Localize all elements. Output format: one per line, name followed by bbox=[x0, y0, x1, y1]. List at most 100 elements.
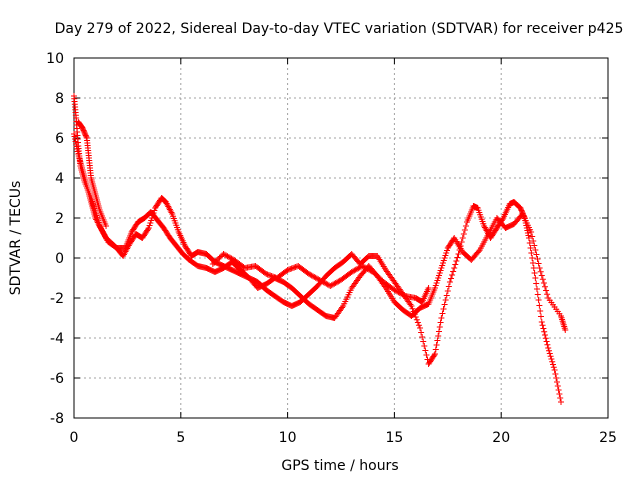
data-point bbox=[543, 338, 550, 345]
grid-lines bbox=[74, 58, 608, 418]
series-track-a bbox=[71, 93, 565, 405]
data-point bbox=[144, 226, 151, 233]
data-point bbox=[542, 335, 549, 342]
data-point bbox=[446, 279, 453, 285]
data-point bbox=[435, 333, 442, 339]
data-point bbox=[431, 351, 438, 357]
data-point bbox=[543, 287, 550, 294]
data-point bbox=[444, 288, 451, 294]
data-point bbox=[525, 235, 532, 241]
data-point bbox=[556, 391, 563, 397]
data-point bbox=[548, 356, 555, 362]
data-point bbox=[439, 310, 446, 317]
data-point bbox=[475, 248, 482, 255]
data-point bbox=[540, 325, 547, 332]
data-point bbox=[418, 329, 425, 336]
y-tick-label: -8 bbox=[50, 411, 64, 427]
x-tick-label: 25 bbox=[599, 430, 617, 446]
data-point bbox=[544, 291, 551, 298]
data-point bbox=[528, 229, 535, 235]
y-tick-label: -6 bbox=[50, 371, 64, 387]
data-point bbox=[549, 361, 556, 368]
data-point bbox=[417, 325, 424, 331]
data-point bbox=[436, 324, 443, 330]
data-point bbox=[530, 265, 537, 271]
x-axis-label: GPS time / hours bbox=[281, 458, 398, 474]
data-point bbox=[547, 353, 554, 360]
data-point bbox=[437, 319, 444, 326]
data-point bbox=[552, 371, 559, 377]
data-point bbox=[438, 315, 445, 321]
data-point bbox=[419, 334, 426, 340]
x-tick-labels: 0 5 10 15 20 25 bbox=[70, 430, 617, 446]
data-points bbox=[71, 93, 569, 405]
data-point bbox=[420, 338, 427, 345]
data-point bbox=[450, 268, 457, 275]
data-point bbox=[544, 341, 551, 348]
x-tick-label: 10 bbox=[279, 430, 297, 446]
data-point bbox=[537, 313, 544, 320]
x-tick-label: 20 bbox=[492, 430, 510, 446]
data-point bbox=[526, 240, 533, 246]
axis-ticks bbox=[73, 57, 609, 419]
data-point bbox=[453, 258, 460, 264]
data-point bbox=[448, 275, 455, 282]
data-point bbox=[540, 280, 547, 286]
x-tick-label: 15 bbox=[385, 430, 403, 446]
data-point bbox=[534, 256, 541, 262]
y-tick-label: 8 bbox=[55, 91, 64, 107]
data-point bbox=[528, 250, 535, 256]
data-point bbox=[449, 272, 456, 278]
data-point bbox=[409, 305, 416, 312]
data-point bbox=[527, 245, 534, 251]
data-point bbox=[536, 265, 543, 271]
data-point bbox=[432, 346, 439, 353]
data-point bbox=[434, 337, 441, 344]
data-point bbox=[440, 306, 447, 312]
x-tick-label: 5 bbox=[176, 430, 185, 446]
data-point bbox=[455, 251, 462, 257]
data-point bbox=[545, 347, 552, 354]
data-point bbox=[461, 227, 468, 233]
data-point bbox=[537, 308, 544, 314]
data-point bbox=[422, 347, 429, 354]
data-point bbox=[536, 302, 543, 309]
data-point bbox=[435, 328, 442, 335]
data-point bbox=[555, 387, 562, 393]
data-point bbox=[408, 303, 415, 309]
data-point bbox=[431, 352, 438, 359]
data-point bbox=[529, 260, 536, 266]
data-point bbox=[529, 255, 536, 261]
data-point bbox=[445, 283, 452, 290]
data-point bbox=[421, 343, 428, 349]
data-point bbox=[554, 383, 561, 389]
data-point bbox=[550, 364, 557, 371]
data-point bbox=[414, 319, 421, 326]
data-point bbox=[546, 350, 553, 357]
data-point bbox=[532, 247, 539, 253]
data-point bbox=[554, 379, 561, 385]
data-point bbox=[533, 251, 540, 258]
data-point bbox=[400, 292, 407, 299]
data-point bbox=[460, 231, 467, 237]
data-point bbox=[539, 322, 546, 329]
data-point bbox=[459, 235, 466, 241]
y-tick-label: 4 bbox=[55, 171, 64, 187]
data-point bbox=[443, 292, 450, 299]
y-tick-label: 10 bbox=[46, 51, 64, 67]
data-point bbox=[413, 316, 420, 323]
data-point bbox=[538, 272, 545, 279]
data-point bbox=[530, 238, 537, 244]
data-point bbox=[535, 297, 542, 303]
x-tick-label: 0 bbox=[70, 430, 79, 446]
data-point bbox=[425, 285, 432, 291]
data-point bbox=[558, 399, 565, 405]
chart-title: Day 279 of 2022, Sidereal Day-to-day VTE… bbox=[55, 21, 624, 37]
data-point bbox=[532, 275, 539, 281]
data-point bbox=[538, 319, 545, 325]
series-track-b bbox=[71, 131, 569, 333]
data-point bbox=[462, 223, 469, 229]
data-point bbox=[83, 133, 90, 140]
data-point bbox=[534, 291, 541, 298]
data-point bbox=[533, 280, 540, 287]
